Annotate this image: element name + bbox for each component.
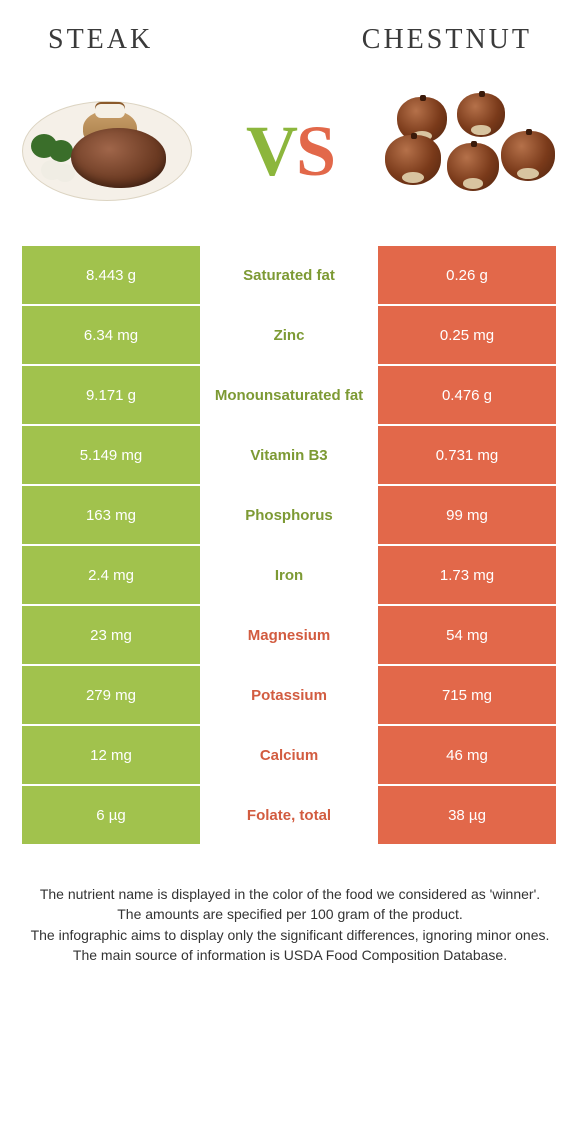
right-value: 0.731 mg <box>378 426 556 486</box>
nutrient-row: 2.4 mgIron1.73 mg <box>22 546 558 606</box>
nutrient-name: Iron <box>200 546 378 606</box>
left-value: 6.34 mg <box>22 306 200 366</box>
nutrient-name: Monounsaturated fat <box>200 366 378 426</box>
footnote-3: The infographic aims to display only the… <box>26 925 554 945</box>
chestnut-image <box>378 86 568 216</box>
right-value: 0.25 mg <box>378 306 556 366</box>
nutrient-row: 163 mgPhosphorus99 mg <box>22 486 558 546</box>
left-value: 12 mg <box>22 726 200 786</box>
header: Steak Chestnut <box>0 0 580 66</box>
left-food-title: Steak <box>48 24 153 56</box>
footnote-4: The main source of information is USDA F… <box>26 945 554 965</box>
left-value: 6 µg <box>22 786 200 846</box>
images-row: VS <box>0 66 580 246</box>
right-food-title: Chestnut <box>362 24 532 56</box>
nutrient-row: 9.171 gMonounsaturated fat0.476 g <box>22 366 558 426</box>
nutrient-row: 279 mgPotassium715 mg <box>22 666 558 726</box>
right-value: 0.26 g <box>378 246 556 306</box>
nutrient-name: Vitamin B3 <box>200 426 378 486</box>
nutrient-table: 8.443 gSaturated fat0.26 g6.34 mgZinc0.2… <box>22 246 558 846</box>
right-value: 46 mg <box>378 726 556 786</box>
nutrient-name: Saturated fat <box>200 246 378 306</box>
nutrient-name: Calcium <box>200 726 378 786</box>
nutrient-name: Folate, total <box>200 786 378 846</box>
nutrient-name: Magnesium <box>200 606 378 666</box>
left-value: 5.149 mg <box>22 426 200 486</box>
nutrient-row: 6 µgFolate, total38 µg <box>22 786 558 846</box>
nutrient-name: Zinc <box>200 306 378 366</box>
right-value: 54 mg <box>378 606 556 666</box>
left-value: 9.171 g <box>22 366 200 426</box>
nutrient-row: 5.149 mgVitamin B30.731 mg <box>22 426 558 486</box>
left-value: 8.443 g <box>22 246 200 306</box>
footnote-2: The amounts are specified per 100 gram o… <box>26 904 554 924</box>
nutrient-row: 23 mgMagnesium54 mg <box>22 606 558 666</box>
vs-label: VS <box>246 110 334 193</box>
left-value: 279 mg <box>22 666 200 726</box>
footnotes: The nutrient name is displayed in the co… <box>26 884 554 965</box>
right-value: 1.73 mg <box>378 546 556 606</box>
right-value: 99 mg <box>378 486 556 546</box>
nutrient-row: 8.443 gSaturated fat0.26 g <box>22 246 558 306</box>
vs-v: V <box>246 111 296 191</box>
right-value: 38 µg <box>378 786 556 846</box>
nutrient-name: Potassium <box>200 666 378 726</box>
left-value: 163 mg <box>22 486 200 546</box>
nutrient-row: 12 mgCalcium46 mg <box>22 726 558 786</box>
nutrient-row: 6.34 mgZinc0.25 mg <box>22 306 558 366</box>
footnote-1: The nutrient name is displayed in the co… <box>26 884 554 904</box>
left-value: 23 mg <box>22 606 200 666</box>
vs-s: S <box>296 111 334 191</box>
nutrient-name: Phosphorus <box>200 486 378 546</box>
right-value: 715 mg <box>378 666 556 726</box>
left-value: 2.4 mg <box>22 546 200 606</box>
steak-image <box>12 86 202 216</box>
right-value: 0.476 g <box>378 366 556 426</box>
